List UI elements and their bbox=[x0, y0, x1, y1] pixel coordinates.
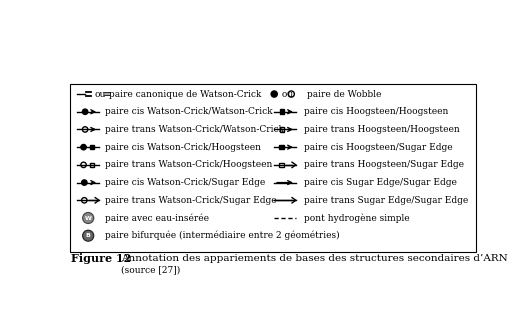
Bar bbox=[279, 163, 284, 167]
Circle shape bbox=[271, 91, 277, 97]
Circle shape bbox=[84, 232, 93, 240]
Circle shape bbox=[82, 109, 88, 114]
Text: paire cis Sugar Edge/Sugar Edge: paire cis Sugar Edge/Sugar Edge bbox=[304, 178, 456, 187]
Text: paire trans Hoogsteen/Sugar Edge: paire trans Hoogsteen/Sugar Edge bbox=[304, 160, 464, 169]
Text: B: B bbox=[86, 233, 90, 238]
Bar bbox=[90, 163, 94, 167]
Bar bbox=[279, 145, 284, 150]
Text: ou: ou bbox=[279, 90, 296, 98]
Text: paire cis Watson-Crick/Hoogsteen: paire cis Watson-Crick/Hoogsteen bbox=[105, 143, 261, 152]
Text: paire trans Sugar Edge/Sugar Edge: paire trans Sugar Edge/Sugar Edge bbox=[304, 196, 468, 205]
Bar bbox=[90, 145, 94, 150]
Text: (source [27]): (source [27]) bbox=[121, 265, 180, 274]
Text: paire trans Watson-Crick/Sugar Edge: paire trans Watson-Crick/Sugar Edge bbox=[105, 196, 277, 205]
Circle shape bbox=[83, 230, 94, 241]
Bar bbox=[280, 127, 284, 132]
Text: paire cis Hoogsteen/Hoogsteen: paire cis Hoogsteen/Hoogsteen bbox=[304, 107, 448, 116]
Text: paire trans Watson-Crick/Watson-Crick: paire trans Watson-Crick/Watson-Crick bbox=[105, 125, 284, 134]
Text: ou: ou bbox=[94, 90, 106, 98]
Text: Annotation des appariements de bases des structures secondaires d’ARN: Annotation des appariements de bases des… bbox=[121, 254, 508, 263]
Text: pont hydrogène simple: pont hydrogène simple bbox=[304, 213, 409, 223]
Text: paire cis Hoogsteen/Sugar Edge: paire cis Hoogsteen/Sugar Edge bbox=[304, 143, 452, 152]
Text: paire trans Watson-Crick/Hoogsteen: paire trans Watson-Crick/Hoogsteen bbox=[105, 160, 272, 169]
Text: Figure 12: Figure 12 bbox=[71, 253, 131, 264]
Text: paire cis Watson-Crick/Sugar Edge: paire cis Watson-Crick/Sugar Edge bbox=[105, 178, 265, 187]
Bar bbox=[70, 84, 476, 252]
Circle shape bbox=[81, 144, 86, 150]
Text: paire canonique de Watson-Crick: paire canonique de Watson-Crick bbox=[109, 90, 262, 98]
Circle shape bbox=[81, 180, 87, 185]
Circle shape bbox=[84, 214, 93, 222]
Text: paire de Wobble: paire de Wobble bbox=[307, 90, 381, 98]
Text: paire cis Watson-Crick/Watson-Crick: paire cis Watson-Crick/Watson-Crick bbox=[105, 107, 273, 116]
Bar bbox=[280, 110, 284, 114]
Text: ≡: ≡ bbox=[103, 90, 112, 98]
Text: paire trans Hoogsteen/Hoogsteen: paire trans Hoogsteen/Hoogsteen bbox=[304, 125, 460, 134]
Circle shape bbox=[83, 213, 94, 223]
Text: paire bifurquée (intermédiaire entre 2 géométries): paire bifurquée (intermédiaire entre 2 g… bbox=[105, 231, 340, 240]
Text: paire avec eau-insérée: paire avec eau-insérée bbox=[105, 213, 209, 223]
Text: W: W bbox=[85, 215, 92, 220]
